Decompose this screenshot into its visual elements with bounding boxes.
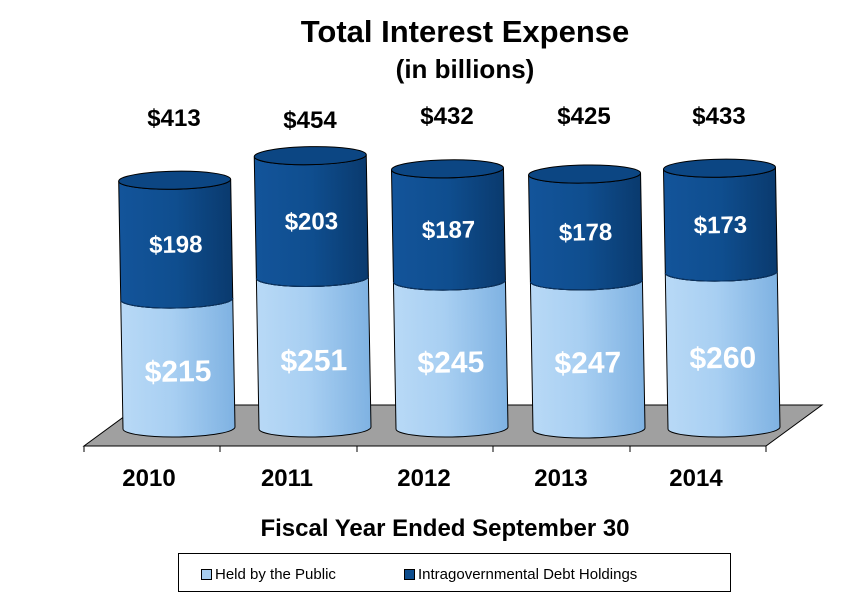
label-public-2013: $247 [554,346,621,380]
bar-divider-2012 [392,279,506,291]
label-public-2010: $215 [144,355,211,389]
total-label-2010: $413 [147,105,200,132]
x-tick-2014: 2014 [669,465,723,492]
x-tick-2011: 2011 [261,465,313,492]
legend-item-public: Held by the Public [201,566,336,583]
bar-divider-2013 [529,279,643,291]
bar-top-2011 [253,146,367,166]
legend-swatch-intragov [404,569,415,580]
total-label-2013: $425 [557,103,610,130]
cylinder-2010: $215 $198 [118,170,236,438]
bar-top-2012 [390,159,504,179]
total-label-2014: $433 [692,103,745,130]
legend-label-intragov: Intragovernmental Debt Holdings [418,566,638,583]
label-public-2012: $245 [417,346,484,380]
label-intragov-2010: $198 [149,231,203,259]
label-intragov-2013: $178 [559,219,613,247]
bar-divider-2010 [120,297,234,309]
bar-divider-2014 [664,270,778,282]
legend-label-public: Held by the Public [215,566,336,583]
label-intragov-2012: $187 [422,216,476,244]
cylinder-2012: $245 $187 [390,159,509,438]
x-tick-2013: 2013 [534,465,587,492]
bar-top-2010 [118,170,232,190]
bar-top-2014 [662,158,776,178]
x-tick-2012: 2012 [397,465,450,492]
total-label-2012: $432 [420,103,473,130]
bars-group: $215 $198 $413 2010 $251 $203 $454 2011 $245 $187… [118,103,781,492]
label-public-2014: $260 [689,341,756,375]
cylinder-2014: $260 $173 [662,158,781,438]
chart-subtitle: (in billions) [396,54,535,84]
legend-swatch-public [201,569,212,580]
x-axis [83,445,767,452]
total-label-2011: $454 [283,107,337,134]
cylinder-2013: $247 $178 [528,164,646,439]
label-public-2011: $251 [280,344,347,378]
chart-title: Total Interest Expense [301,14,629,49]
legend-item-intragov: Intragovernmental Debt Holdings [404,566,637,583]
bar-top-2013 [528,164,642,184]
bar-divider-2011 [255,276,369,287]
label-intragov-2011: $203 [284,208,338,236]
legend: Held by the Public Intragovernmental Deb… [178,553,731,592]
x-axis-label: Fiscal Year Ended September 30 [260,515,629,542]
cylinder-2011: $251 $203 [253,146,372,438]
label-intragov-2014: $173 [694,212,748,240]
x-tick-2010: 2010 [122,465,175,492]
